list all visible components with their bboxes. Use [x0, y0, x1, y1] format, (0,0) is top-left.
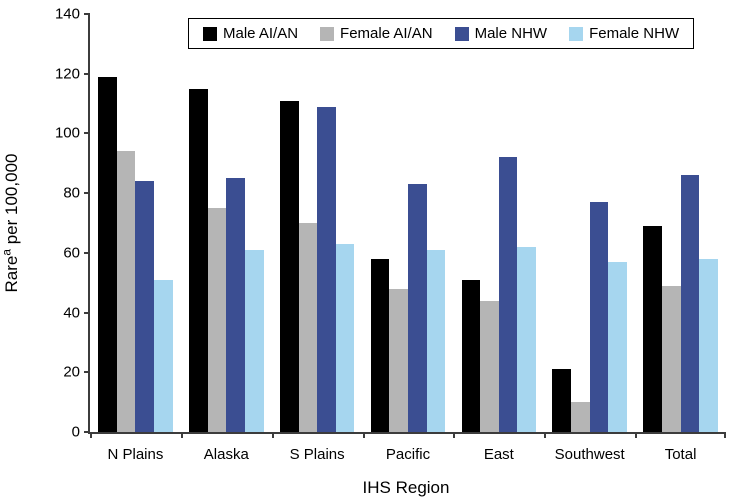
bar [662, 286, 681, 432]
legend-swatch [569, 27, 583, 41]
legend-swatch [203, 27, 217, 41]
bar [226, 178, 245, 432]
plot-area: 020406080100120140N PlainsAlaskaS Plains… [88, 14, 726, 434]
y-tick-mark [84, 312, 90, 314]
x-tick-label: S Plains [290, 432, 345, 463]
legend-item: Male AI/AN [203, 25, 298, 42]
bar [517, 247, 536, 432]
legend: Male AI/AN Female AI/AN Male NHW Female NHW [188, 18, 694, 49]
legend-item: Male NHW [455, 25, 548, 42]
legend-label: Male AI/AN [223, 25, 298, 42]
bar [552, 369, 571, 432]
x-tick-label: Alaska [204, 432, 249, 463]
y-tick-mark [84, 73, 90, 75]
legend-label: Female NHW [589, 25, 679, 42]
bar [590, 202, 609, 432]
bar [135, 181, 154, 432]
x-tick-mark [90, 432, 92, 438]
bar [571, 402, 590, 432]
legend-swatch [455, 27, 469, 41]
bar [208, 208, 227, 432]
bar [681, 175, 700, 432]
x-tick-label: Southwest [555, 432, 625, 463]
bar [480, 301, 499, 432]
bar [317, 107, 336, 432]
bar [299, 223, 318, 432]
bar [336, 244, 355, 432]
x-tick-mark [453, 432, 455, 438]
bar [699, 259, 718, 432]
legend-label: Female AI/AN [340, 25, 433, 42]
bar [462, 280, 481, 432]
y-tick-mark [84, 13, 90, 15]
bar [189, 89, 208, 432]
x-tick-mark [272, 432, 274, 438]
y-tick-mark [84, 192, 90, 194]
y-tick-mark [84, 132, 90, 134]
x-tick-mark [635, 432, 637, 438]
x-tick-label: Total [665, 432, 697, 463]
y-tick-mark [84, 252, 90, 254]
y-axis-title: Rarea per 100,000 [0, 154, 22, 293]
bar [389, 289, 408, 432]
bar [371, 259, 390, 432]
bar [408, 184, 427, 432]
bar [98, 77, 117, 432]
x-tick-label: Pacific [386, 432, 430, 463]
x-tick-mark [181, 432, 183, 438]
x-tick-label: East [484, 432, 514, 463]
x-tick-mark [363, 432, 365, 438]
bar [117, 151, 136, 432]
bar [245, 250, 264, 432]
bar [608, 262, 627, 432]
x-axis-title: IHS Region [363, 478, 450, 498]
y-tick-mark [84, 371, 90, 373]
x-tick-mark [724, 432, 726, 438]
legend-swatch [320, 27, 334, 41]
rate-by-region-chart: 020406080100120140N PlainsAlaskaS Plains… [0, 0, 750, 503]
bar [427, 250, 446, 432]
x-tick-mark [544, 432, 546, 438]
x-tick-label: N Plains [107, 432, 163, 463]
legend-item: Female AI/AN [320, 25, 433, 42]
legend-item: Female NHW [569, 25, 679, 42]
bar [154, 280, 173, 432]
bar [643, 226, 662, 432]
bar [280, 101, 299, 432]
bar [499, 157, 518, 432]
legend-label: Male NHW [475, 25, 548, 42]
